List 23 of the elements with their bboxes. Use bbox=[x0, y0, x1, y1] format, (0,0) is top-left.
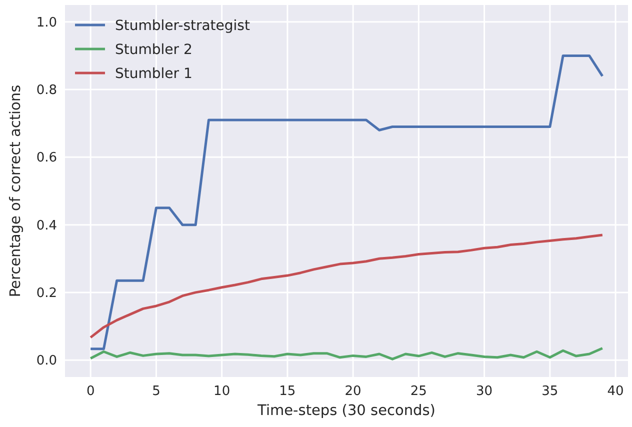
x-tick-label: 0 bbox=[86, 384, 95, 399]
y-tick-label: 0.0 bbox=[36, 354, 57, 369]
x-tick-label: 5 bbox=[152, 384, 160, 399]
legend-label: Stumbler-strategist bbox=[115, 18, 250, 34]
y-tick-label: 0.4 bbox=[36, 218, 57, 234]
x-tick-label: 10 bbox=[214, 384, 230, 399]
x-tick-label: 30 bbox=[476, 384, 493, 399]
legend-label: Stumbler 2 bbox=[115, 42, 192, 58]
y-tick-label: 0.2 bbox=[36, 286, 57, 302]
y-axis-title: Percentage of correct actions bbox=[8, 84, 24, 298]
line-series bbox=[89, 234, 604, 339]
y-tick-label: 0.6 bbox=[36, 150, 57, 166]
line-series bbox=[89, 54, 604, 350]
x-tick-label: 15 bbox=[279, 384, 296, 399]
line-series bbox=[89, 347, 604, 360]
x-tick-label: 20 bbox=[344, 384, 362, 399]
x-axis-title: Time-steps (30 seconds) bbox=[256, 403, 436, 419]
x-tick-label: 40 bbox=[607, 384, 624, 399]
x-tick-label: 35 bbox=[542, 384, 558, 399]
y-tick-label: 0.8 bbox=[36, 83, 57, 98]
x-tick-label: 25 bbox=[410, 384, 427, 399]
y-tick-label: 1.0 bbox=[36, 15, 57, 30]
legend-label: Stumbler 1 bbox=[115, 66, 192, 82]
